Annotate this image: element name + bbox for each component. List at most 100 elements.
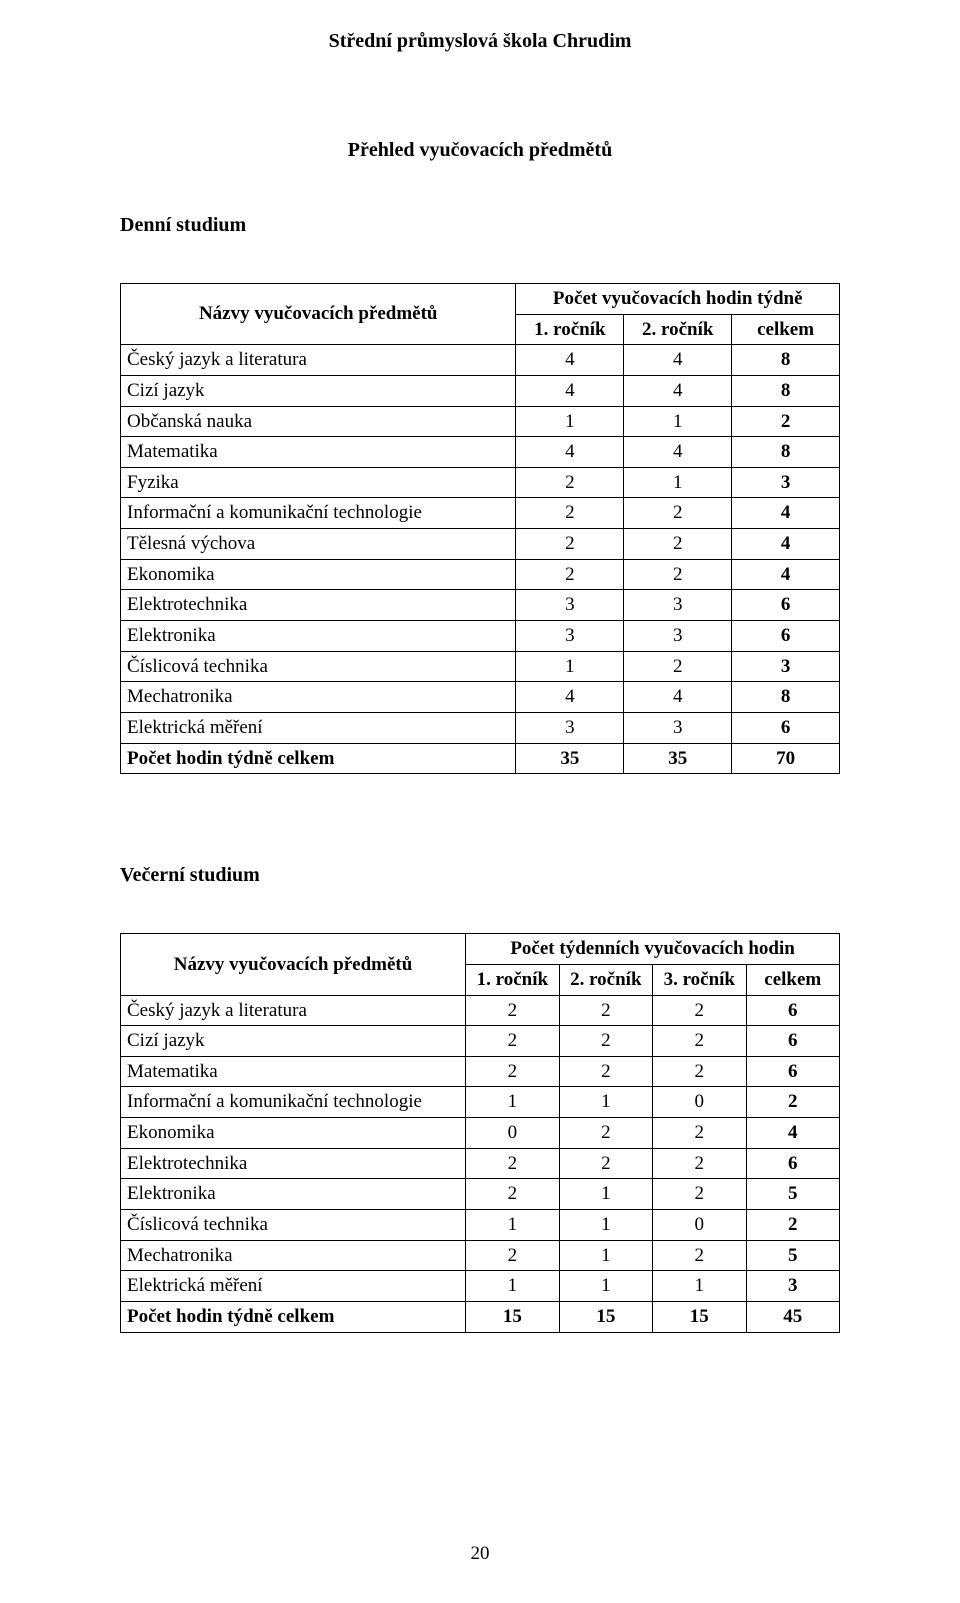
subject-name: Tělesná výchova [121, 529, 516, 560]
table-row: Ekonomika0224 [121, 1118, 840, 1149]
table-row: Fyzika213 [121, 467, 840, 498]
table-header-row: Názvy vyučovacích předmětů Počet týdenní… [121, 934, 840, 965]
subject-name: Občanská nauka [121, 406, 516, 437]
table-row: Číslicová technika1102 [121, 1210, 840, 1241]
cell-value: 4 [624, 437, 732, 468]
col-header: celkem [732, 314, 840, 345]
section-heading-vecerni: Večerní studium [120, 864, 840, 887]
cell-value: 2 [466, 1056, 559, 1087]
cell-value: 2 [559, 1118, 652, 1149]
subject-name: Elektrotechnika [121, 1148, 466, 1179]
subject-name: Český jazyk a literatura [121, 345, 516, 376]
cell-value: 3 [732, 467, 840, 498]
cell-value: 2 [624, 529, 732, 560]
page-number: 20 [0, 1543, 960, 1565]
col-header: 3. ročník [653, 964, 746, 995]
subject-name: Elektrická měření [121, 712, 516, 743]
cell-value: 4 [732, 498, 840, 529]
cell-value: 8 [732, 345, 840, 376]
cell-value: 8 [732, 682, 840, 713]
cell-value: 8 [732, 375, 840, 406]
total-value: 15 [653, 1301, 746, 1332]
cell-value: 3 [516, 712, 624, 743]
cell-value: 1 [516, 406, 624, 437]
cell-value: 2 [746, 1210, 839, 1241]
table-row: Matematika2226 [121, 1056, 840, 1087]
cell-value: 1 [653, 1271, 746, 1302]
cell-value: 2 [732, 406, 840, 437]
cell-value: 2 [746, 1087, 839, 1118]
table-row: Cizí jazyk448 [121, 375, 840, 406]
subject-name: Ekonomika [121, 1118, 466, 1149]
table-row: Tělesná výchova224 [121, 529, 840, 560]
cell-value: 0 [653, 1210, 746, 1241]
subject-name: Číslicová technika [121, 1210, 466, 1241]
col-header: 1. ročník [466, 964, 559, 995]
cell-value: 4 [624, 682, 732, 713]
cell-value: 4 [746, 1118, 839, 1149]
table-row: Český jazyk a literatura2226 [121, 995, 840, 1026]
cell-value: 3 [746, 1271, 839, 1302]
cell-value: 6 [732, 590, 840, 621]
cell-value: 2 [624, 651, 732, 682]
table-row: Český jazyk a literatura448 [121, 345, 840, 376]
table-row: Cizí jazyk2226 [121, 1026, 840, 1057]
table-row: Matematika448 [121, 437, 840, 468]
cell-value: 2 [559, 995, 652, 1026]
table-row: Mechatronika448 [121, 682, 840, 713]
cell-value: 1 [624, 467, 732, 498]
cell-value: 5 [746, 1179, 839, 1210]
cell-value: 2 [653, 1026, 746, 1057]
subject-name: Mechatronika [121, 1240, 466, 1271]
subject-name: Český jazyk a literatura [121, 995, 466, 1026]
col-header: 1. ročník [516, 314, 624, 345]
table-row: Číslicová technika123 [121, 651, 840, 682]
cell-value: 4 [624, 345, 732, 376]
cell-value: 3 [732, 651, 840, 682]
cell-value: 2 [624, 498, 732, 529]
table-row: Elektrotechnika2226 [121, 1148, 840, 1179]
page: Střední průmyslová škola Chrudim Přehled… [0, 0, 960, 1603]
subject-name: Elektrická měření [121, 1271, 466, 1302]
table-row: Elektrická měření336 [121, 712, 840, 743]
cell-value: 4 [624, 375, 732, 406]
subject-name: Elektronika [121, 621, 516, 652]
col-header: celkem [746, 964, 839, 995]
total-value: 15 [559, 1301, 652, 1332]
cell-value: 2 [653, 1148, 746, 1179]
col-header: 2. ročník [624, 314, 732, 345]
subject-name: Informační a komunikační technologie [121, 498, 516, 529]
cell-value: 1 [466, 1087, 559, 1118]
cell-value: 1 [559, 1271, 652, 1302]
subject-name: Fyzika [121, 467, 516, 498]
cell-value: 2 [466, 1148, 559, 1179]
cell-value: 1 [559, 1210, 652, 1241]
cell-value: 6 [746, 1056, 839, 1087]
cell-value: 1 [516, 651, 624, 682]
cell-value: 1 [466, 1271, 559, 1302]
subject-name: Cizí jazyk [121, 375, 516, 406]
cell-value: 1 [559, 1240, 652, 1271]
cell-value: 2 [653, 1179, 746, 1210]
cell-value: 2 [516, 467, 624, 498]
table-row: Elektronika2125 [121, 1179, 840, 1210]
cell-value: 2 [653, 1056, 746, 1087]
table-row: Ekonomika224 [121, 559, 840, 590]
table-row: Mechatronika2125 [121, 1240, 840, 1271]
cell-value: 3 [624, 712, 732, 743]
cell-value: 2 [559, 1148, 652, 1179]
table-vecerni-studium: Názvy vyučovacích předmětů Počet týdenní… [120, 933, 840, 1332]
cell-value: 3 [516, 590, 624, 621]
total-row: Počet hodin týdně celkem 35 35 70 [121, 743, 840, 774]
cell-value: 1 [466, 1210, 559, 1241]
table-row: Elektrická měření1113 [121, 1271, 840, 1302]
cell-value: 3 [624, 590, 732, 621]
section-heading-denni: Denní studium [120, 214, 840, 237]
cell-value: 0 [653, 1087, 746, 1118]
cell-value: 1 [559, 1087, 652, 1118]
cell-value: 3 [624, 621, 732, 652]
super-header: Počet týdenních vyučovacích hodin [466, 934, 840, 965]
subject-name: Číslicová technika [121, 651, 516, 682]
cell-value: 4 [516, 375, 624, 406]
cell-value: 8 [732, 437, 840, 468]
